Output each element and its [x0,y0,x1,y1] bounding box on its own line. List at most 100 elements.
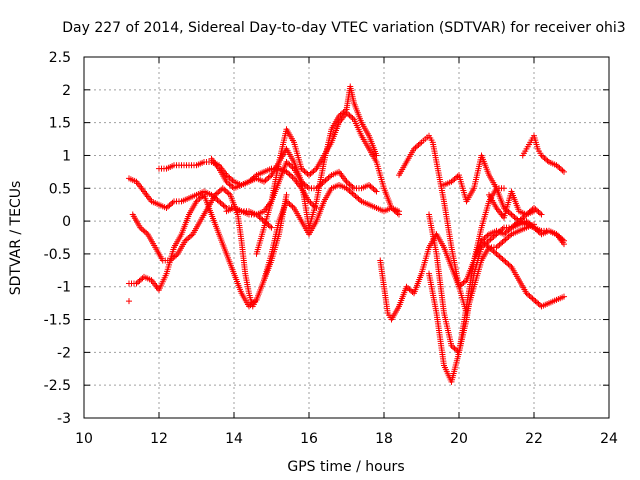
data-point-marker [220,202,227,209]
plot-frame [83,56,610,419]
data-point-marker [286,161,293,168]
data-point-marker [283,191,290,198]
data-point-marker [348,113,354,120]
data-point-marker [502,258,509,265]
data-point-marker [140,227,147,234]
data-point-marker [417,140,423,147]
data-point-marker [529,295,536,302]
data-point-marker [349,190,356,197]
series-arc-8 [261,181,402,284]
data-point-marker [222,203,228,210]
data-point-marker [349,183,356,190]
data-point-marker [499,256,506,263]
data-point-marker [346,112,353,119]
data-point-marker [510,212,516,219]
data-point-marker [490,233,497,240]
data-point-marker [196,195,203,202]
data-point-marker [513,215,519,222]
data-point-marker [415,141,422,148]
data-point-marker [561,241,567,248]
data-point-marker [348,189,354,196]
data-point-marker [406,286,413,293]
series-arc-6 [223,109,402,218]
data-point-marker [501,257,507,264]
data-point-marker [216,198,222,205]
data-point-marker [141,228,148,235]
data-point-marker [538,211,545,218]
data-point-marker [534,299,540,306]
data-point-marker [502,229,509,236]
data-point-marker [370,185,377,192]
data-point-marker [367,183,374,190]
data-point-marker [451,176,458,183]
y-tick-label: 2.5 [49,50,71,66]
series-arc-12 [426,185,567,356]
data-point-marker [499,239,506,246]
x-tick-label: 24 [600,431,618,447]
y-tick-label: -3 [57,411,71,427]
data-point-marker [492,249,498,256]
data-point-marker [496,241,503,248]
data-point-marker [217,199,224,206]
y-tick-label: 0 [62,214,71,230]
data-point-marker [373,152,380,159]
y-tick-label: 1 [62,148,71,164]
data-point-marker [135,279,141,286]
data-point-marker [541,155,548,162]
data-point-marker [136,277,143,284]
data-point-marker [256,214,263,221]
data-point-marker [496,253,503,260]
x-tick-labels: 10 12 14 16 18 20 22 24 [75,431,618,447]
data-point-marker [532,298,539,305]
series-arc-16 [486,188,545,221]
data-point-marker [373,188,380,195]
y-tick-label: -1.5 [44,313,71,329]
x-tick-label: 18 [375,431,393,447]
data-point-marker [493,250,500,257]
y-tick-label: 0.5 [49,181,71,197]
series-arc-15 [519,132,567,175]
series-arc-13 [441,152,507,205]
data-point-marker [307,170,314,177]
data-point-marker [372,187,378,194]
data-point-marker [408,287,414,294]
data-point-marker [535,208,542,215]
series-arc-7 [253,83,380,257]
data-point-marker [345,180,351,187]
y-tick-label: -0.5 [44,247,71,263]
data-point-marker [481,240,488,247]
data-point-marker [185,235,192,242]
data-point-marker [495,252,501,259]
data-point-marker [165,203,171,210]
x-tick-label: 12 [150,431,168,447]
data-point-marker [288,172,294,179]
y-tick-label: 1.5 [49,116,71,132]
data-point-marker [558,166,564,173]
data-point-marker [262,177,269,184]
data-points [126,83,567,385]
data-point-marker [346,181,353,188]
data-point-marker [258,215,264,222]
x-tick-label: 14 [225,431,243,447]
data-point-marker [219,185,226,192]
y-tick-label: 2 [62,83,71,99]
data-point-marker [215,189,222,196]
data-point-marker [528,294,534,301]
data-point-marker [325,174,332,181]
series-arc-11 [426,218,567,385]
data-point-marker [322,177,329,184]
data-point-marker [186,233,193,240]
data-point-marker [483,233,489,240]
data-point-marker [501,185,507,192]
y-tick-label: -1 [57,280,71,296]
series-arc-2 [156,159,320,211]
data-point-marker [221,186,228,193]
data-point-marker [489,235,495,242]
x-axis-label: GPS time / hours [287,459,404,475]
data-point-marker [306,172,312,179]
data-point-marker [288,202,294,209]
data-point-marker [259,216,266,223]
data-point-marker [348,182,354,189]
